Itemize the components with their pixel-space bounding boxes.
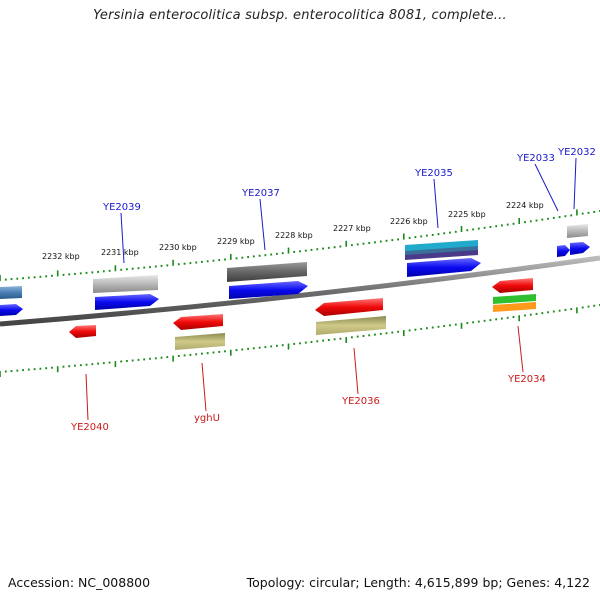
- gene-YE2034: [492, 278, 533, 293]
- scale-label-2228: 2228 kbp: [275, 231, 313, 240]
- scale-label-2229: 2229 kbp: [217, 237, 255, 246]
- gene-YE2039-gray: [93, 275, 158, 293]
- gene-YE2037-dark: [227, 262, 307, 282]
- reverse-features: [69, 278, 536, 350]
- scale-label-2227: 2227 kbp: [333, 224, 371, 233]
- gene-partial-blue: [0, 304, 23, 316]
- gene-yghU: [173, 314, 223, 330]
- gene-YE2035-teal: [405, 246, 478, 256]
- map-title: Yersinia enterocolitica subsp. enterocol…: [93, 8, 507, 23]
- gene-YE2035-cyan: [405, 240, 478, 252]
- gene-YE2036: [315, 298, 383, 316]
- gene-YE2035: [407, 258, 481, 277]
- accession-text: Accession: NC_008800: [8, 575, 151, 590]
- gene-YE2032-gray: [567, 224, 588, 238]
- label-YE2039: YE2039: [102, 202, 141, 213]
- label-YE2036: YE2036: [341, 396, 380, 407]
- gene-YE2034-green: [493, 294, 536, 304]
- scale-label-2224: 2224 kbp: [506, 201, 544, 210]
- forward-features: [0, 224, 590, 316]
- gene-YE2037: [229, 281, 308, 299]
- gene-YE2035-purple: [405, 250, 478, 260]
- gene-YE2036-olive: [316, 316, 386, 335]
- scale-label-2225: 2225 kbp: [448, 210, 486, 219]
- gene-YE2034-orange: [493, 302, 536, 312]
- scale-labels: 2232 kbp 2231 kbp 2230 kbp 2229 kbp 2228…: [42, 201, 544, 261]
- scale-label-2226: 2226 kbp: [390, 217, 428, 226]
- scale-label-2231: 2231 kbp: [101, 248, 139, 257]
- genome-backbone: [0, 255, 600, 327]
- genome-summary-text: Topology: circular; Length: 4,615,899 bp…: [246, 575, 590, 590]
- reverse-scale-ticks: [0, 304, 600, 377]
- gene-YE2032: [570, 242, 590, 255]
- gene-YE2040: [69, 325, 96, 338]
- forward-scale-ticks: [0, 209, 600, 281]
- gene-partial-steel: [0, 286, 22, 299]
- label-YE2035: YE2035: [414, 168, 453, 179]
- gene-yghU-olive: [175, 333, 225, 350]
- gene-YE2033: [557, 245, 570, 257]
- label-YE2033: YE2033: [516, 153, 555, 164]
- label-YE2034: YE2034: [507, 374, 546, 385]
- gene-YE2039: [95, 294, 159, 310]
- gene-labels: YE2039 YE2037 YE2035 YE2033 YE2032 YE204…: [70, 147, 596, 433]
- label-YE2037: YE2037: [241, 188, 280, 199]
- label-yghU: yghU: [194, 413, 220, 424]
- gene-leader-lines: [85, 157, 577, 421]
- scale-label-2232: 2232 kbp: [42, 252, 80, 261]
- scale-label-2230: 2230 kbp: [159, 243, 197, 252]
- label-YE2032: YE2032: [557, 147, 596, 158]
- label-YE2040: YE2040: [70, 422, 109, 433]
